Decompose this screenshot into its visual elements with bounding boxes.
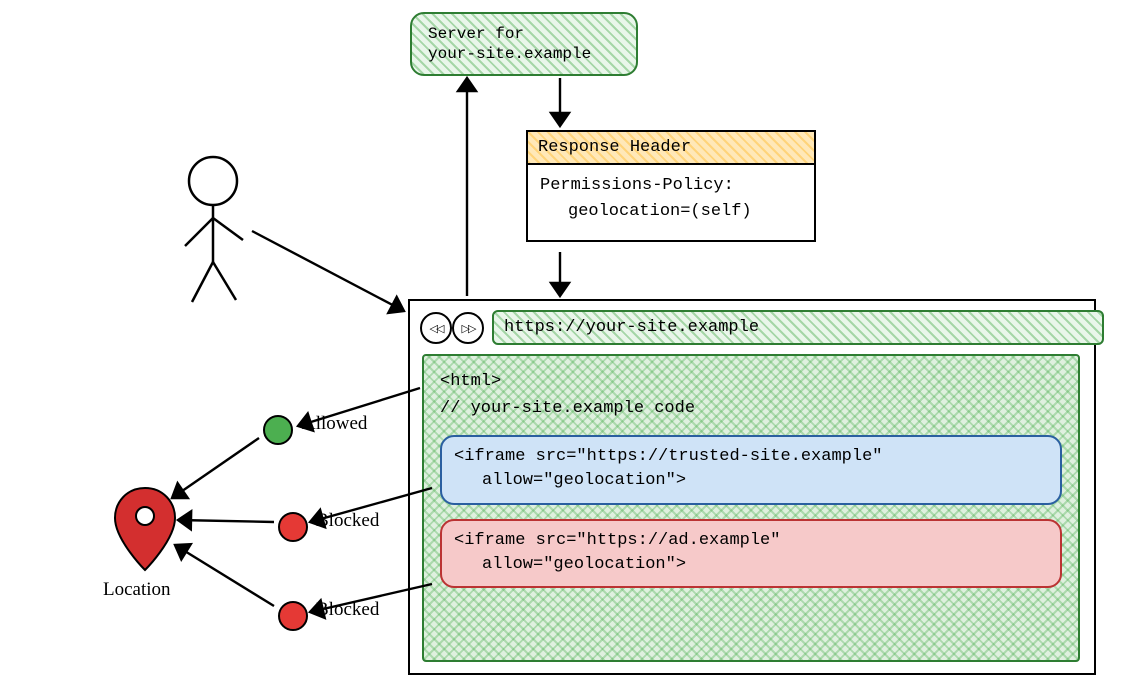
iframe-trusted-line2: allow="geolocation"> <box>454 469 1048 493</box>
iframe-trusted-box: <iframe src="https://trusted-site.exampl… <box>440 435 1062 505</box>
response-body-line1: Permissions-Policy: <box>540 173 802 199</box>
blocked1-label: Blocked <box>316 510 379 532</box>
blocked2-label: Blocked <box>316 599 379 621</box>
response-header-box: Response Header Permissions-Policy: geol… <box>526 130 816 242</box>
allowed-label: Allowed <box>302 413 367 435</box>
iframe-ad-line2: allow="geolocation"> <box>454 553 1048 577</box>
arrowhead-blocked1-to-pin <box>178 511 191 529</box>
arrow-blocked2-to-pin <box>175 545 274 606</box>
address-bar: https://your-site.example <box>492 310 1104 345</box>
iframe-ad-box: <iframe src="https://ad.example" allow="… <box>440 519 1062 589</box>
blocked1-dot-icon <box>278 512 308 542</box>
code-comment: // your-site.example code <box>440 397 1066 422</box>
arrow-allowed-to-pin <box>172 438 259 498</box>
response-body-line2: geolocation=(self) <box>540 199 802 225</box>
arrowhead-browser-to-server <box>458 78 476 91</box>
iframe-trusted-line1: <iframe src="https://trusted-site.exampl… <box>454 445 1048 469</box>
nav-back-icon: ◁◁ <box>420 312 452 344</box>
server-line2: your-site.example <box>428 44 620 64</box>
browser-viewport: <html> // your-site.example code <iframe… <box>422 354 1080 662</box>
iframe-ad-line1: <iframe src="https://ad.example" <box>454 529 1048 553</box>
arrowhead-server-to-header <box>551 113 569 126</box>
response-header-body: Permissions-Policy: geolocation=(self) <box>528 165 814 240</box>
address-text: https://your-site.example <box>504 318 759 337</box>
server-box: Server for your-site.example <box>410 12 638 76</box>
response-header-title: Response Header <box>528 132 814 165</box>
arrowhead-blocked2-to-pin <box>175 544 191 559</box>
arrowhead-header-to-browser <box>551 283 569 296</box>
nav-forward-icon: ▷▷ <box>452 312 484 344</box>
allowed-dot-icon <box>263 415 293 445</box>
arrow-user-to-browser <box>252 231 404 311</box>
code-html-open: <html> <box>440 370 1066 395</box>
nav-fwd-glyph: ▷▷ <box>462 322 475 335</box>
arrow-blocked1-to-pin <box>178 520 274 522</box>
arrowhead-user-to-browser <box>388 297 404 313</box>
server-line1: Server for <box>428 24 620 44</box>
location-label: Location <box>103 579 171 601</box>
arrowhead-allowed-to-pin <box>172 483 188 498</box>
stick-figure-icon <box>185 157 243 302</box>
nav-back-glyph: ◁◁ <box>430 322 443 335</box>
location-pin-icon <box>115 488 175 570</box>
blocked2-dot-icon <box>278 601 308 631</box>
